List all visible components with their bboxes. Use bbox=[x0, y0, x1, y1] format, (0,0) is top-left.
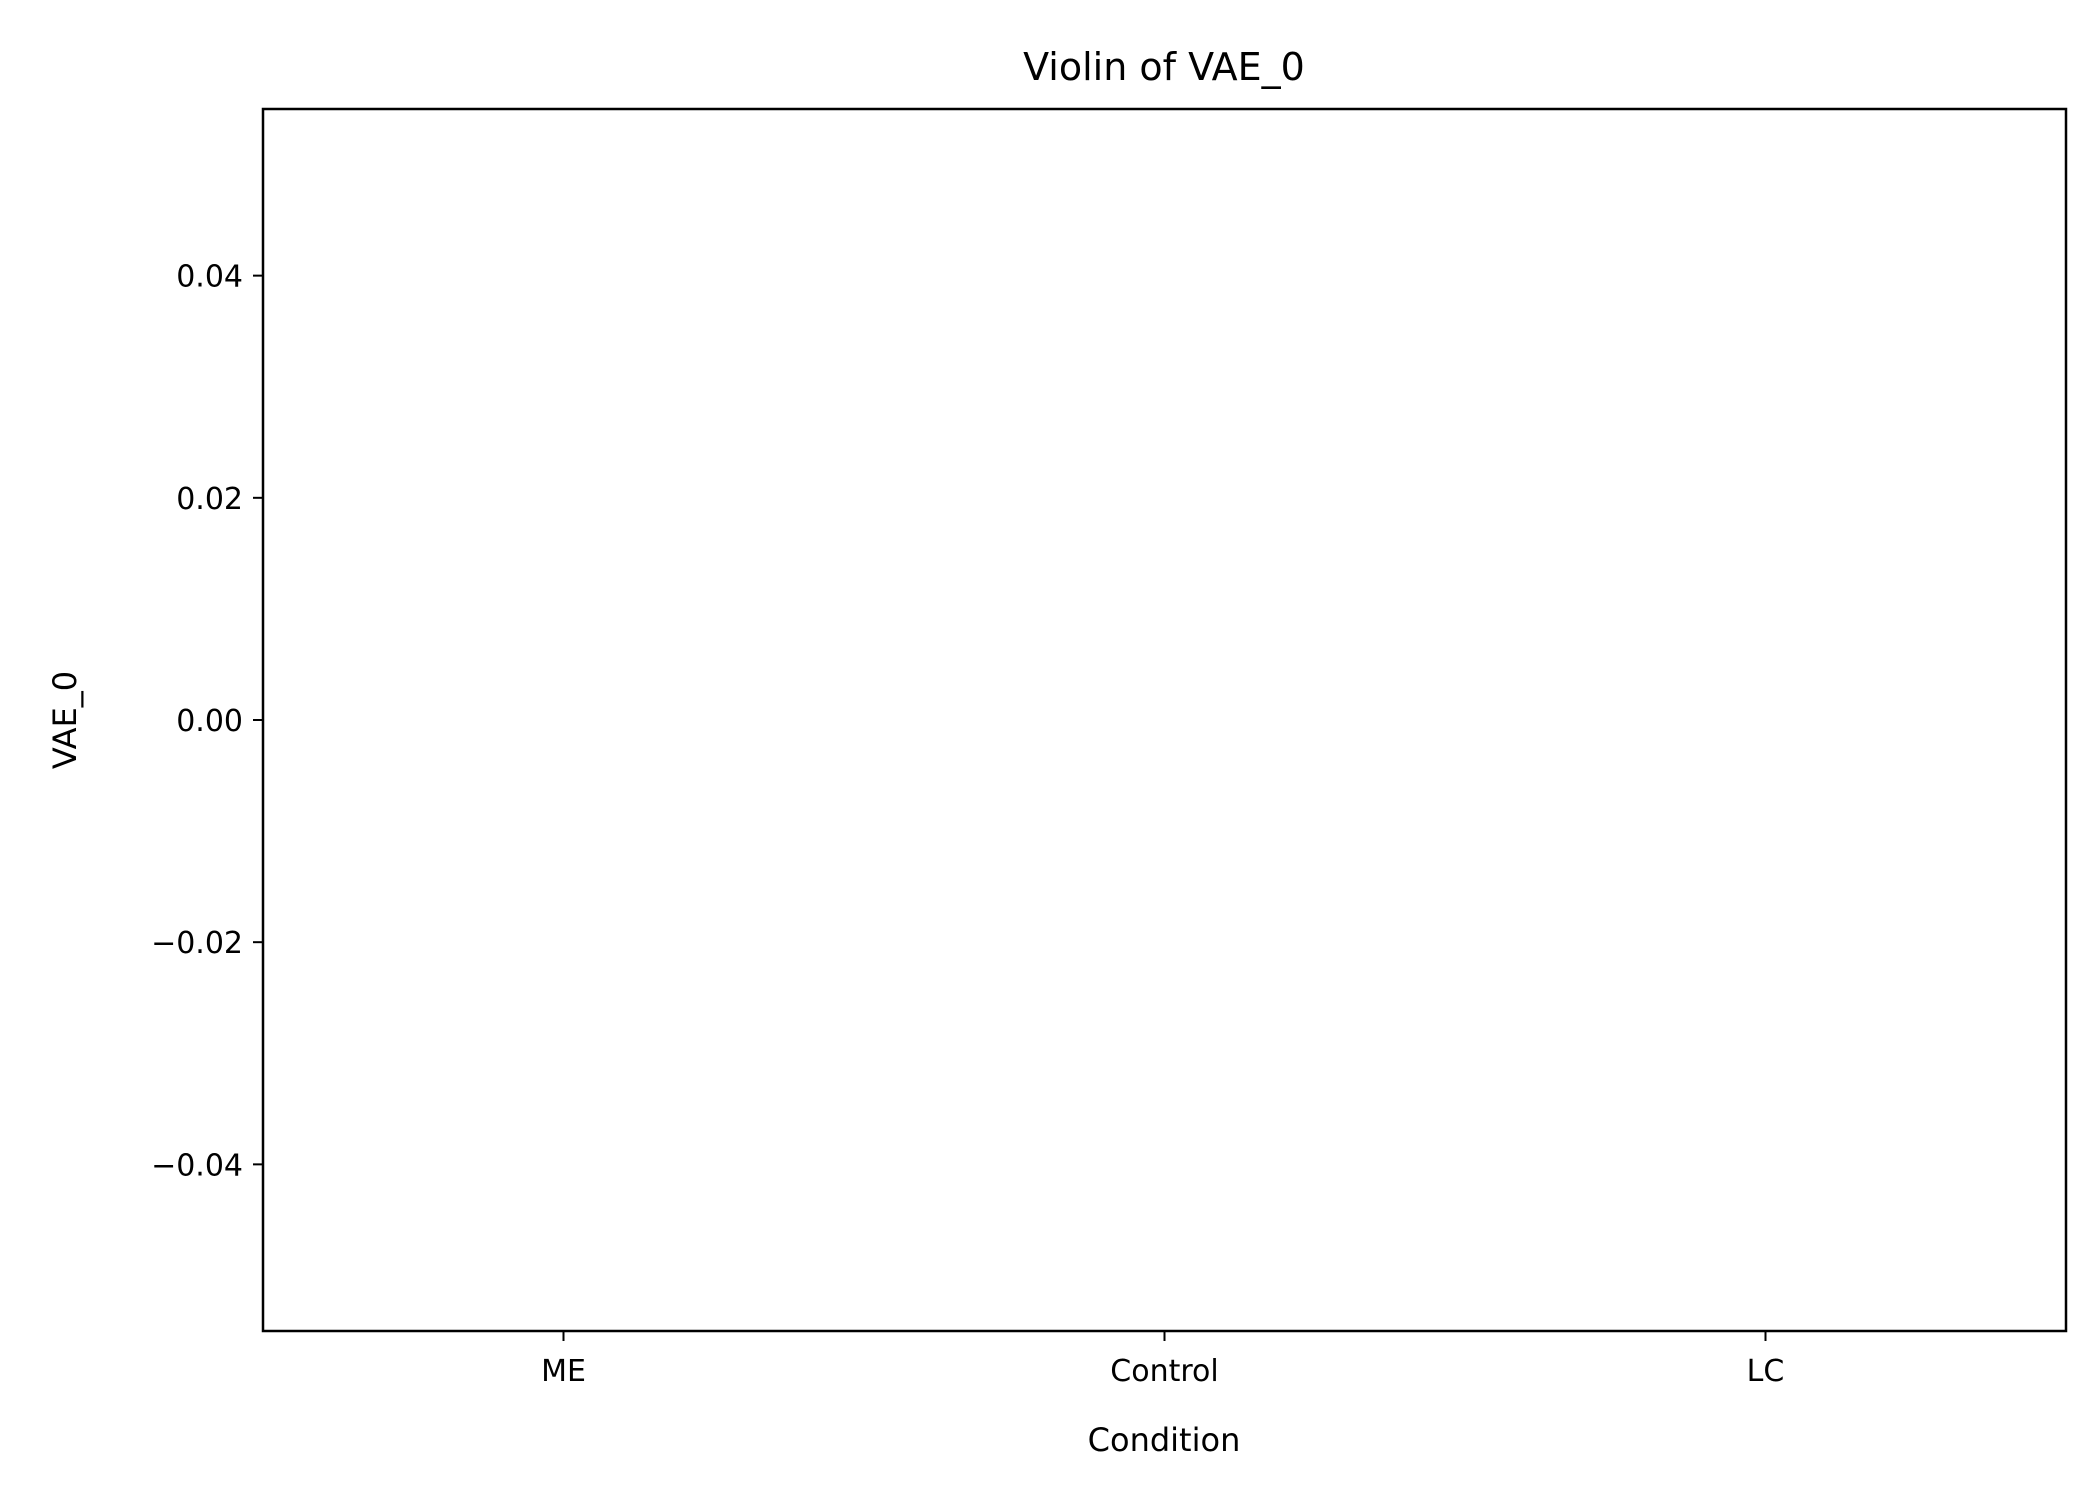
chart-title: Violin of VAE_0 bbox=[1023, 45, 1305, 89]
y-tick-label: 0.04 bbox=[176, 260, 243, 295]
x-tick-label-lc: LC bbox=[1747, 1354, 1785, 1389]
y-tick-label: 0.00 bbox=[176, 704, 243, 739]
x-tick-label-control: Control bbox=[1110, 1354, 1218, 1389]
plot-area-frame bbox=[261, 107, 2068, 1333]
x-tick-label-me: ME bbox=[541, 1354, 586, 1389]
x-axis-ticks: ME Control LC bbox=[541, 1331, 1784, 1389]
y-tick-label: −0.04 bbox=[151, 1148, 243, 1183]
y-tick-label: −0.02 bbox=[151, 926, 243, 961]
y-axis-title: VAE_0 bbox=[46, 671, 84, 769]
x-axis-title: Condition bbox=[1088, 1421, 1241, 1459]
y-tick-label: 0.02 bbox=[176, 482, 243, 517]
y-axis-ticks: −0.04 −0.02 0.00 0.02 0.04 bbox=[151, 260, 263, 1183]
